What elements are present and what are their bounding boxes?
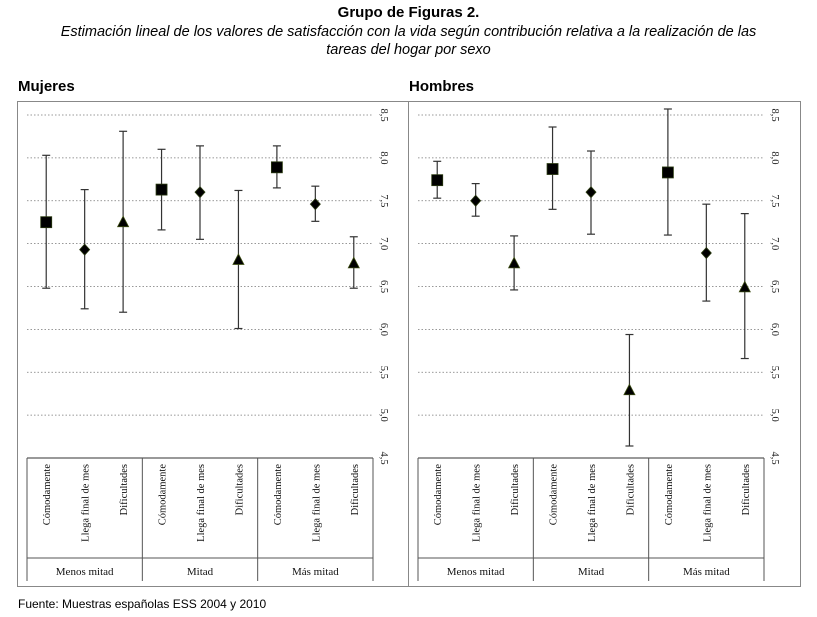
y-tick-label: 6,0 (378, 323, 389, 336)
figure-subtitle: Estimación lineal de los valores de sati… (60, 24, 757, 58)
point-diamond-mas-mitad-llega-final-de-mes (309, 198, 321, 211)
y-tick-label: 8,5 (769, 108, 780, 121)
y-tick-label: 8,0 (769, 151, 780, 164)
point-triangle-menos-mitad-dificultades (116, 215, 130, 228)
y-tick-label: 7,0 (378, 237, 389, 250)
point-triangle-mas-mitad-dificultades (347, 256, 360, 269)
y-tick-label: 7,0 (769, 237, 780, 250)
category-label-comodamente: Cómodamente (273, 464, 284, 526)
y-tick-label: 5,0 (378, 409, 389, 422)
y-tick-label: 5,5 (378, 366, 389, 379)
category-label-llega-final-de-mes: Llega final de mes (702, 464, 713, 542)
category-label-dificultades: Dificultades (510, 464, 521, 515)
chart-frame (408, 101, 801, 587)
figure-title: Grupo de Figuras 2. (337, 4, 480, 21)
category-label-comodamente: Cómodamente (42, 464, 53, 526)
group-label-mas-mitad: Más mitad (292, 566, 339, 578)
point-square-mas-mitad-comodamente (270, 161, 283, 174)
point-diamond-mitad-llega-final-de-mes (585, 186, 597, 199)
category-label-dificultades: Dificultades (350, 464, 361, 515)
point-diamond-mitad-llega-final-de-mes (194, 186, 206, 199)
point-triangle-mitad-dificultades (232, 253, 245, 265)
point-diamond-menos-mitad-llega-final-de-mes (470, 194, 482, 207)
category-label-llega-final-de-mes: Llega final de mes (587, 464, 598, 542)
chart-hombres: 4,5 5,0 5,5 6,0 6,5 7,0 7,5 8,0 8,5 Cómodamente Ll… (408, 101, 801, 587)
point-square-menos-mitad-comodamente (431, 174, 444, 187)
category-label-comodamente: Cómodamente (158, 464, 169, 526)
y-tick-label: 6,5 (378, 280, 389, 293)
category-label-dificultades: Dificultades (119, 464, 130, 515)
category-label-comodamente: Cómodamente (664, 464, 675, 526)
y-tick-label: 4,5 (378, 451, 389, 464)
y-tick-label: 8,0 (378, 151, 389, 164)
group-label-mitad: Mitad (187, 566, 214, 578)
panel-label-hombres: Hombres (409, 78, 475, 95)
point-square-mitad-comodamente (155, 183, 168, 196)
category-label-llega-final-de-mes: Llega final de mes (81, 464, 92, 542)
point-square-menos-mitad-comodamente (40, 216, 53, 229)
category-label-llega-final-de-mes: Llega final de mes (472, 464, 483, 542)
source-note: Fuente: Muestras españolas ESS 2004 y 20… (18, 597, 267, 611)
category-label-llega-final-de-mes: Llega final de mes (196, 464, 207, 542)
point-square-mitad-comodamente (546, 163, 559, 175)
group-label-mas-mitad: Más mitad (683, 566, 730, 578)
panel-label-mujeres: Mujeres (18, 78, 75, 95)
point-triangle-mitad-dificultades (623, 383, 636, 396)
y-tick-label: 7,5 (378, 194, 389, 207)
category-label-dificultades: Dificultades (741, 464, 752, 515)
category-label-dificultades: Dificultades (234, 464, 245, 515)
y-tick-label: 5,0 (769, 409, 780, 422)
point-triangle-mas-mitad-dificultades (738, 280, 751, 293)
group-label-menos-mitad: Menos mitad (56, 566, 114, 578)
y-tick-label: 8,5 (378, 108, 389, 121)
y-tick-label: 5,5 (769, 366, 780, 379)
y-tick-label: 7,5 (769, 194, 780, 207)
group-label-menos-mitad: Menos mitad (447, 566, 505, 578)
category-label-comodamente: Cómodamente (433, 464, 444, 526)
y-tick-label: 6,5 (769, 280, 780, 293)
point-square-mas-mitad-comodamente (661, 166, 674, 179)
category-label-llega-final-de-mes: Llega final de mes (311, 464, 322, 542)
point-triangle-menos-mitad-dificultades (507, 256, 521, 269)
group-label-mitad: Mitad (578, 566, 605, 578)
chart-frame (17, 101, 410, 587)
category-label-comodamente: Cómodamente (549, 464, 560, 526)
y-tick-label: 6,0 (769, 323, 780, 336)
y-tick-label: 4,5 (769, 451, 780, 464)
chart-mujeres: 4,5 5,0 5,5 6,0 6,5 7,0 7,5 8,0 8,5 Cómodamente Ll… (17, 101, 410, 587)
point-diamond-menos-mitad-llega-final-de-mes (79, 243, 91, 256)
category-label-dificultades: Dificultades (625, 464, 636, 515)
point-diamond-mas-mitad-llega-final-de-mes (700, 246, 712, 260)
